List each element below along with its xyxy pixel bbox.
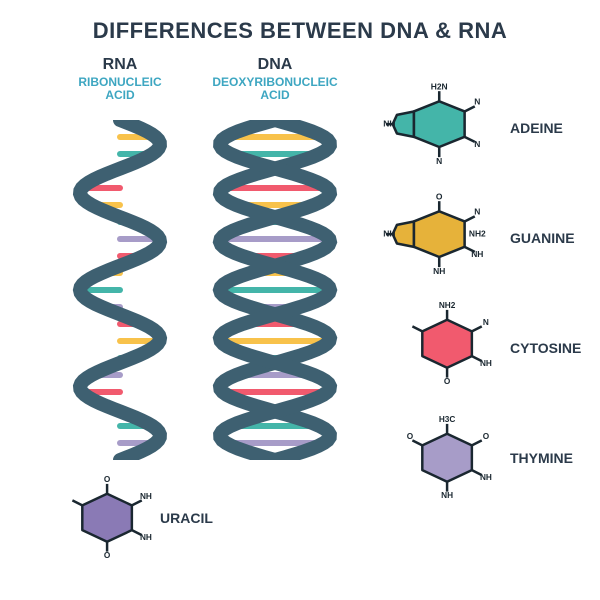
dna-abbr: DNA: [200, 56, 350, 74]
molecule-uracil-icon: O NH NH O: [60, 474, 155, 564]
svg-text:O: O: [104, 475, 111, 484]
base-label-thymine: THYMINE: [510, 450, 573, 466]
svg-text:N: N: [474, 207, 480, 217]
svg-text:N: N: [474, 97, 480, 107]
svg-text:O: O: [436, 191, 443, 201]
rna-abbr: RNA: [60, 56, 180, 74]
rna-full-line2: ACID: [105, 88, 134, 102]
svg-text:O: O: [444, 377, 451, 386]
svg-text:N: N: [436, 156, 442, 166]
svg-text:O: O: [104, 551, 111, 560]
base-label-uracil: URACIL: [160, 510, 213, 526]
rna-column-header: RNA RIBONUCLEIC ACID: [60, 56, 180, 102]
base-label-cytosine: CYTOSINE: [510, 340, 581, 356]
svg-text:NH2: NH2: [469, 229, 486, 239]
rna-helix: [70, 120, 170, 460]
svg-text:O: O: [483, 432, 490, 441]
base-label-guanine: GUANINE: [510, 230, 575, 246]
svg-text:NH: NH: [383, 119, 395, 129]
rna-full-line1: RIBONUCLEIC: [78, 75, 161, 89]
svg-text:NH: NH: [441, 491, 453, 500]
svg-text:NH2: NH2: [439, 301, 456, 310]
svg-text:NH: NH: [433, 266, 445, 276]
dna-helix: [210, 120, 340, 460]
base-label-adeine: ADEINE: [510, 120, 563, 136]
svg-text:NH: NH: [383, 229, 395, 239]
page-title: DIFFERENCES BETWEEN DNA & RNA: [0, 0, 600, 44]
dna-fullname: DEOXYRIBONUCLEIC ACID: [200, 76, 350, 102]
dna-full-line2: ACID: [260, 88, 289, 102]
svg-text:N: N: [474, 139, 480, 149]
dna-full-line1: DEOXYRIBONUCLEIC: [212, 75, 337, 89]
dna-column-header: DNA DEOXYRIBONUCLEIC ACID: [200, 56, 350, 102]
rna-fullname: RIBONUCLEIC ACID: [60, 76, 180, 102]
molecule-adeine-icon: H2N N N N NH: [380, 80, 490, 170]
molecule-cytosine-icon: NH2 N NH O: [400, 300, 495, 390]
svg-text:NH: NH: [480, 473, 492, 482]
svg-text:H3C: H3C: [439, 415, 456, 424]
svg-text:H2N: H2N: [431, 81, 448, 91]
svg-text:NH: NH: [140, 533, 152, 542]
svg-text:NH: NH: [140, 492, 152, 501]
svg-text:NH: NH: [480, 359, 492, 368]
svg-text:O: O: [407, 432, 414, 441]
svg-text:NH: NH: [471, 249, 483, 259]
svg-text:N: N: [483, 318, 489, 327]
molecule-thymine-icon: H3C O NH NH O: [400, 414, 495, 504]
molecule-guanine-icon: O N NH NH NH NH2: [380, 190, 490, 280]
